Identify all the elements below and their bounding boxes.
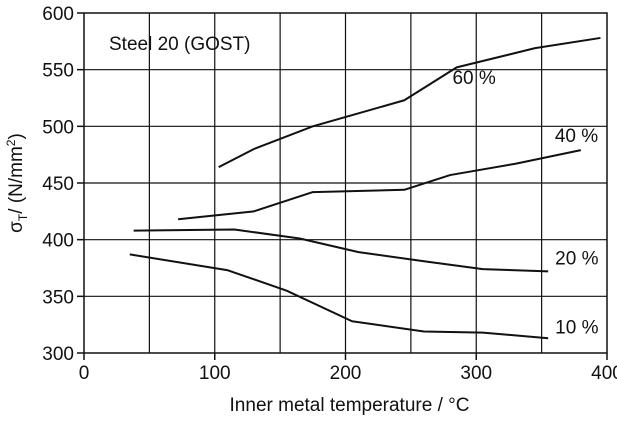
series-labels: 60 % 40 % 20 % 10 % (452, 68, 598, 338)
x-tick-label: 200 (330, 363, 362, 384)
y-axis-ticks: 300 350 400 450 500 550 600 (42, 4, 84, 365)
x-axis-ticks: 0 100 200 300 400 (79, 353, 617, 384)
x-tick-label: 100 (199, 363, 231, 384)
x-tick-label: 300 (460, 363, 492, 384)
series-label: 60 % (452, 68, 495, 89)
y-axis-title-unit: / (N/mm (6, 146, 27, 214)
series-line (178, 149, 582, 221)
series-lines (129, 36, 601, 340)
x-axis-title: Inner metal temperature / °C (230, 395, 470, 416)
y-tick-label: 450 (42, 174, 74, 195)
y-axis-title: σT/ (N/mm2) (4, 133, 30, 233)
y-tick-label: 350 (42, 287, 74, 308)
y-tick-label: 600 (42, 4, 74, 25)
y-tick-label: 300 (42, 344, 74, 365)
y-axis-title-close: ) (6, 133, 27, 139)
y-tick-label: 500 (42, 117, 74, 138)
series-label: 20 % (555, 248, 598, 269)
grid-lines (84, 13, 607, 353)
series-label: 40 % (555, 126, 598, 147)
y-tick-label: 400 (42, 231, 74, 252)
y-axis-title-subscript: T (16, 213, 30, 221)
chart-annotation: Steel 20 (GOST) (109, 34, 251, 55)
y-axis-title-superscript: 2 (4, 139, 18, 146)
x-tick-label: 400 (591, 363, 617, 384)
x-tick-label: 0 (79, 363, 90, 384)
series-line (133, 228, 549, 273)
series-label: 10 % (555, 317, 598, 338)
series-line (218, 36, 601, 169)
y-tick-label: 550 (42, 61, 74, 82)
y-axis-title-symbol: σ (6, 221, 27, 233)
series-line (129, 253, 549, 340)
